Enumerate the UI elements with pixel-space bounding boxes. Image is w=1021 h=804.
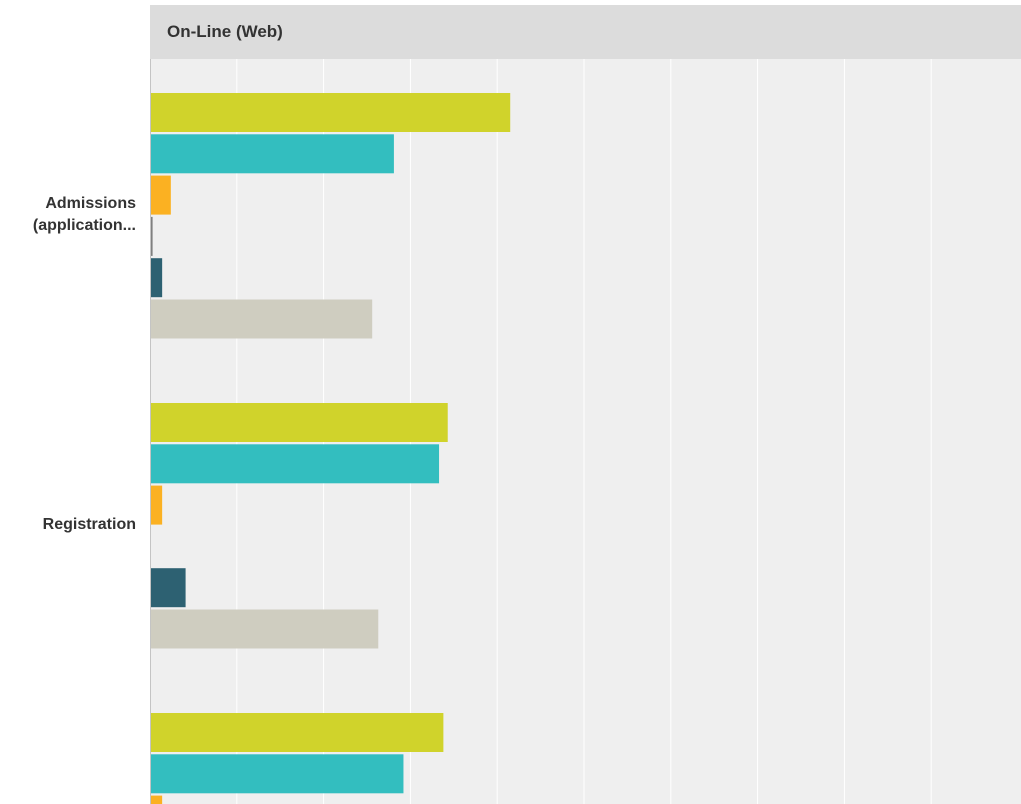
- bar: [150, 754, 404, 794]
- bar: [150, 444, 440, 484]
- bar: [150, 403, 448, 442]
- bar: [150, 713, 444, 752]
- chart-title: On-Line (Web): [167, 22, 283, 41]
- category-label-line: Admissions: [45, 194, 136, 212]
- bar: [150, 134, 394, 174]
- bar: [150, 609, 379, 649]
- bar: [150, 93, 511, 132]
- chart-header: On-Line (Web): [150, 5, 1021, 59]
- category-label-line: (application...: [32, 216, 136, 234]
- category-label: Admissions (application...: [0, 193, 136, 237]
- bar: [150, 216, 153, 256]
- bar: [150, 258, 163, 298]
- plot-area: [150, 59, 1021, 804]
- bar-chart-svg: [150, 59, 932, 804]
- bar: [150, 795, 163, 804]
- bar: [150, 175, 171, 215]
- bar: [150, 485, 163, 525]
- category-label-line: Registration: [42, 515, 136, 533]
- bar: [150, 568, 186, 608]
- bar: [150, 299, 373, 339]
- category-label: Registration: [0, 514, 136, 536]
